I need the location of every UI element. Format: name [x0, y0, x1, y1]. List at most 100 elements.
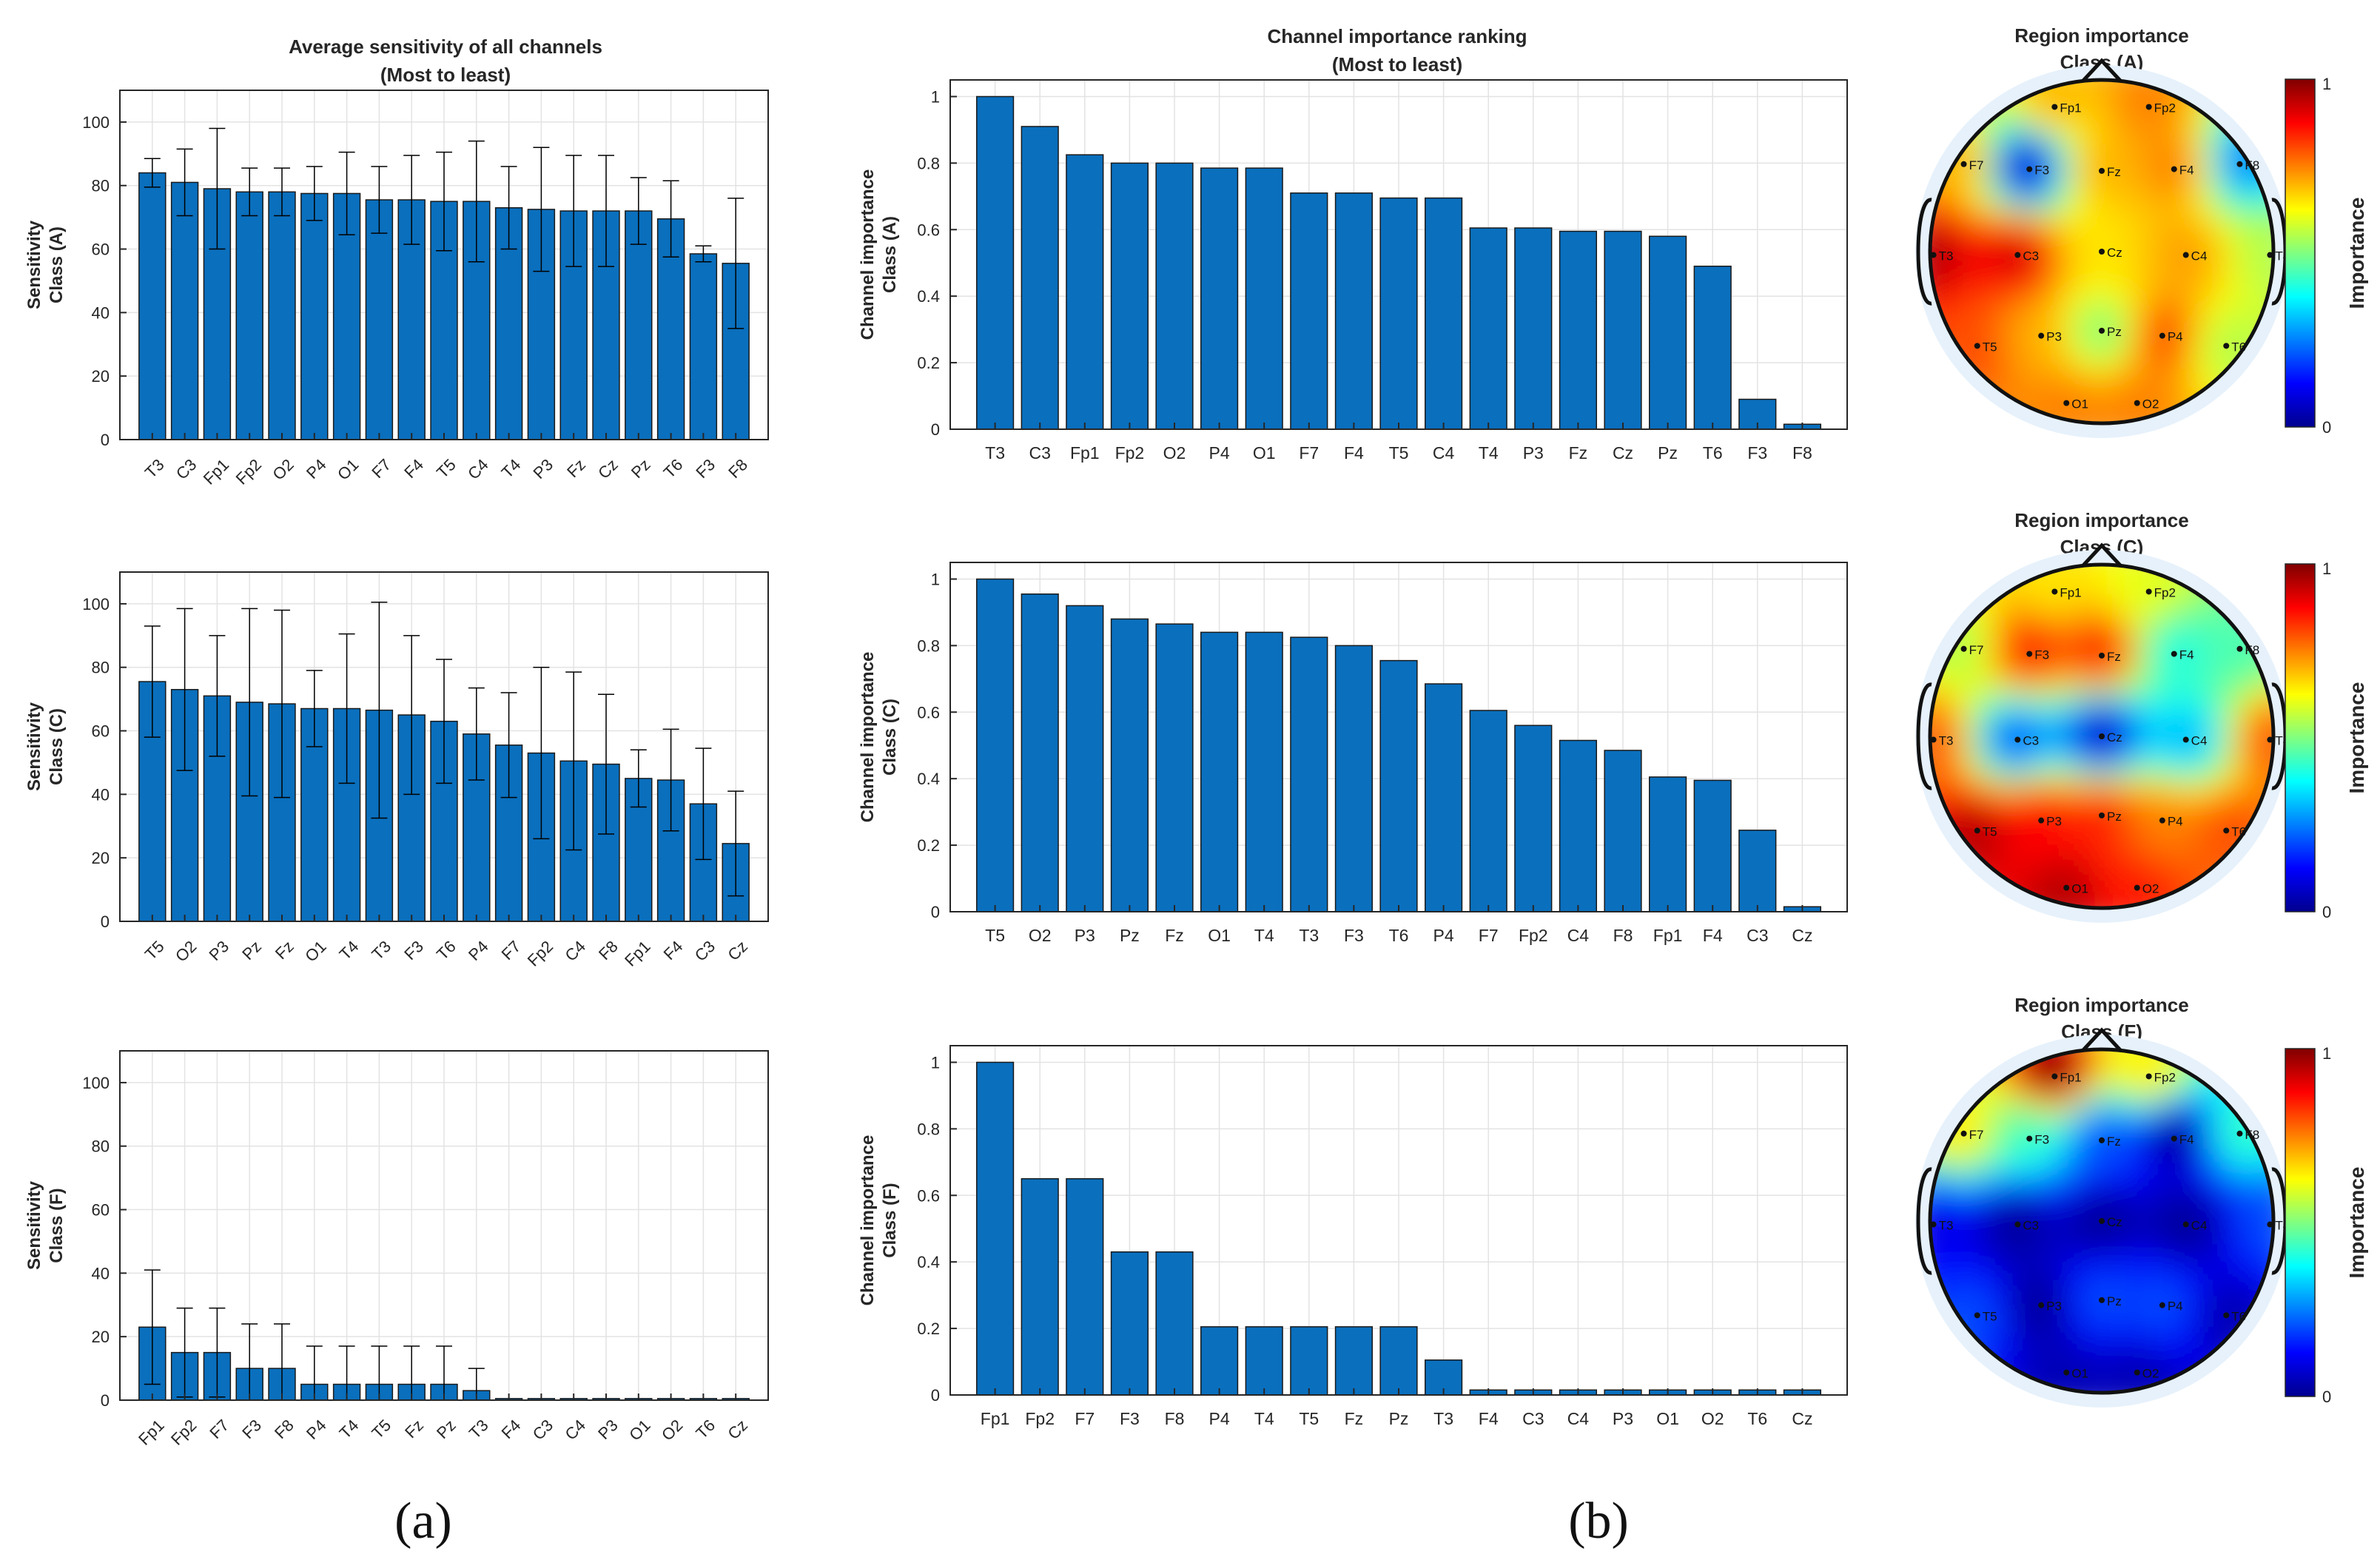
electrode-F7: F7 — [1960, 158, 1983, 172]
svg-text:T3: T3 — [1939, 734, 1954, 748]
bar-Pz — [625, 210, 653, 440]
x-tick-label-T5: T5 — [433, 455, 460, 482]
y-tick-label: 0.4 — [917, 1253, 940, 1271]
x-tick-label-Fp2: Fp2 — [1025, 1409, 1055, 1428]
electrode-Fp2: Fp2 — [2145, 1070, 2176, 1084]
svg-text:F8: F8 — [2245, 158, 2259, 172]
svg-text:P3: P3 — [2046, 330, 2062, 344]
bar-T4 — [1245, 1326, 1283, 1396]
x-tick-label-O1: O1 — [334, 455, 362, 483]
x-tick-label-F7: F7 — [206, 1416, 232, 1442]
error-bar-C3 — [695, 747, 712, 861]
y-tick-label: 60 — [92, 722, 110, 741]
svg-text:F4: F4 — [2179, 648, 2194, 662]
x-tick-label-Pz: Pz — [1658, 443, 1678, 463]
electrode-F3: F3 — [2026, 164, 2049, 178]
y-tick-label: 0.8 — [917, 636, 940, 655]
y-tick-label: 0 — [931, 420, 940, 439]
y-tick-label: 100 — [82, 1074, 110, 1092]
x-tick-label-Fz: Fz — [1165, 926, 1184, 945]
y-tick-label: 80 — [92, 177, 110, 195]
error-bar-O2 — [176, 608, 193, 771]
bar-C4 — [1559, 739, 1597, 912]
bar-Fp2 — [1514, 724, 1553, 912]
error-bar-T4 — [500, 166, 517, 250]
electrode-P3: P3 — [2038, 815, 2062, 829]
colorbar: 1 0 Importance — [2285, 559, 2368, 921]
y-tick-label: 80 — [92, 1137, 110, 1156]
electrode-Cz: Cz — [2099, 1215, 2122, 1229]
electrode-O1: O1 — [2063, 882, 2088, 896]
svg-text:T3: T3 — [1939, 249, 1954, 263]
x-tick-label-P3: P3 — [530, 455, 557, 483]
x-tick-label-Fz: Fz — [401, 1416, 427, 1442]
electrode-C4: C4 — [2182, 249, 2207, 263]
chart-impC: 0 0.2 0.4 0.6 0.8 1 T5 O2 P3 Pz Fz O1 T4 T3 F3 T6 P4 F7 Fp… — [858, 562, 1848, 945]
x-tick-label-O1: O1 — [301, 937, 329, 965]
x-tick-label-T6: T6 — [1703, 443, 1723, 463]
bar-P3 — [203, 695, 232, 922]
electrode-T6: T6 — [2223, 824, 2246, 838]
chart-impA: 0 0.2 0.4 0.6 0.8 1 T3 C3 Fp1 Fp2 O2 P4 O1 F7 F4 T5 C4 T4… — [858, 79, 1848, 463]
electrode-Fp2: Fp2 — [2145, 101, 2176, 115]
colorbar-min-label: 0 — [2322, 418, 2331, 437]
colorbar-max-label: 1 — [2322, 1044, 2331, 1063]
error-bar-Fp1 — [630, 749, 647, 808]
x-tick-label-F3: F3 — [1344, 926, 1364, 945]
bar-Cz — [1604, 230, 1642, 430]
head-outline — [1928, 78, 2276, 426]
x-tick-label-P4: P4 — [1209, 443, 1230, 463]
svg-text:Cz: Cz — [2107, 1215, 2122, 1229]
bar-Pz — [1110, 618, 1149, 912]
x-tick-label-C3: C3 — [529, 1416, 557, 1444]
panel-label-a: (a) — [394, 1493, 452, 1550]
left-ear-outline — [1916, 682, 1932, 790]
sensitivity-column-subtitle: (Most to least) — [380, 64, 511, 86]
bar-P4 — [300, 192, 329, 440]
bar-C3 — [1021, 126, 1059, 430]
x-tick-label-T6: T6 — [1747, 1409, 1767, 1428]
electrode-O1: O1 — [2063, 1367, 2088, 1381]
svg-text:O1: O1 — [2071, 882, 2088, 896]
x-tick-label-Cz: Cz — [1792, 1409, 1812, 1428]
electrode-F7: F7 — [1960, 643, 1983, 657]
electrode-Pz: Pz — [2099, 325, 2122, 339]
x-tick-label-T4: T4 — [1254, 1409, 1274, 1428]
y-tick-label: 40 — [92, 1264, 110, 1282]
electrode-Fp2: Fp2 — [2145, 585, 2176, 599]
y-tick-label: 0.8 — [917, 154, 940, 172]
electrode-P4: P4 — [2159, 1300, 2183, 1314]
bar-O1 — [1245, 167, 1283, 430]
error-bar-P3 — [209, 635, 226, 757]
bar-F4 — [1334, 192, 1373, 430]
x-tick-label-C4: C4 — [1567, 926, 1590, 945]
bar-F3 — [1110, 1251, 1149, 1396]
electrode-T3: T3 — [1930, 1219, 1953, 1233]
y-tick-label: 1 — [931, 1053, 940, 1072]
x-tick-label-P3: P3 — [1613, 1409, 1633, 1428]
x-tick-label-T5: T5 — [1299, 1409, 1319, 1428]
svg-text:O1: O1 — [2071, 397, 2088, 411]
colorbar-min-label: 0 — [2322, 903, 2331, 921]
error-bar-T4 — [338, 633, 355, 784]
x-tick-label-O2: O2 — [269, 455, 297, 483]
head-outline — [1928, 562, 2276, 910]
svg-text:Fp1: Fp1 — [2060, 101, 2081, 115]
x-tick-label-T4: T4 — [1254, 926, 1274, 945]
colorbar-max-label: 1 — [2322, 75, 2331, 93]
bar-T3 — [1290, 636, 1328, 912]
y-tick-label: 0.4 — [917, 770, 940, 788]
x-tick-label-F7: F7 — [368, 455, 394, 482]
error-bar-Fp1 — [209, 127, 226, 250]
y-tick-label: 0 — [931, 1386, 940, 1405]
bar-T6 — [1693, 265, 1732, 430]
y-axis-label: Channel importance Class (A) — [858, 169, 900, 340]
importance-column-title: Channel importance ranking — [1267, 25, 1527, 47]
x-tick-label-T6: T6 — [692, 1416, 719, 1442]
x-tick-label-P4: P4 — [303, 1416, 330, 1443]
panel-label-b: (b) — [1568, 1493, 1629, 1550]
error-bar-O2 — [274, 167, 290, 217]
